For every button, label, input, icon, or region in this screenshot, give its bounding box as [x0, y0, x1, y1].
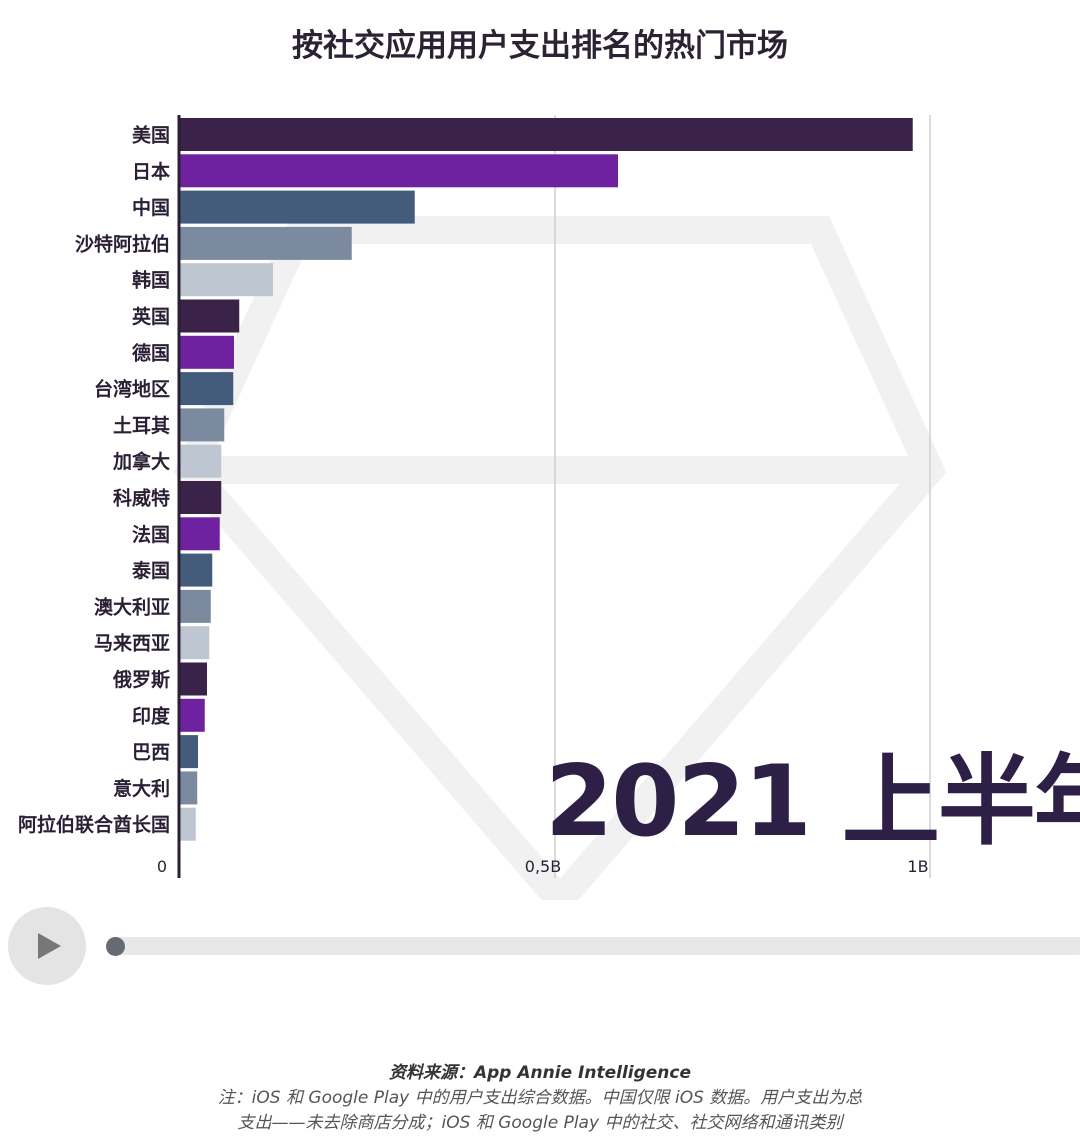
category-label: 巴西: [132, 742, 170, 764]
play-icon: [38, 933, 61, 959]
gridlines: [554, 115, 931, 878]
period-label: 2021 上半年: [545, 745, 1080, 859]
bar-chart: 美国日本中国沙特阿拉伯韩国英国德国台湾地区土耳其加拿大科威特法国泰国澳大利亚马来…: [18, 115, 947, 900]
timeline-slider-handle[interactable]: [106, 937, 125, 956]
bar: [180, 444, 222, 478]
bar: [180, 626, 210, 660]
bar: [180, 662, 207, 696]
bar: [180, 735, 198, 769]
category-label: 中国: [132, 196, 170, 219]
bar: [180, 517, 220, 551]
bars: [180, 118, 913, 841]
bar: [180, 372, 234, 406]
category-label: 德国: [132, 341, 170, 364]
bar: [180, 299, 240, 333]
bar: [180, 771, 198, 805]
note-line-1: 注：iOS 和 Google Play 中的用户支出综合数据。中国仅限 iOS …: [217, 1088, 863, 1108]
bar: [180, 589, 211, 623]
category-label: 沙特阿拉伯: [75, 232, 170, 255]
play-button[interactable]: [8, 907, 86, 985]
chart-title: 按社交应用用户支出排名的热门市场: [292, 28, 788, 64]
bar: [180, 263, 273, 297]
bar: [180, 698, 205, 732]
category-label: 科威特: [113, 487, 170, 510]
category-labels: 美国日本中国沙特阿拉伯韩国英国德国台湾地区土耳其加拿大科威特法国泰国澳大利亚马来…: [18, 124, 171, 837]
category-label: 美国: [132, 124, 170, 147]
category-label: 英国: [132, 305, 170, 328]
category-label: 俄罗斯: [112, 668, 170, 691]
bar: [180, 807, 196, 841]
category-label: 马来西亚: [94, 633, 170, 655]
category-label: 意大利: [113, 777, 170, 800]
bar: [180, 226, 352, 260]
bar: [180, 553, 213, 587]
category-label: 加拿大: [112, 450, 170, 473]
category-label: 泰国: [131, 559, 170, 582]
tick-labels: 0 0,5B 1B: [157, 857, 929, 876]
tick-label: 1B: [907, 857, 928, 876]
category-label: 澳大利亚: [94, 595, 170, 618]
tick-label: 0: [157, 857, 167, 876]
category-label: 印度: [132, 704, 171, 727]
note-line-2: 支出——未去除商店分成；iOS 和 Google Play 中的社交、社交网络和…: [237, 1113, 843, 1133]
category-label: 韩国: [132, 269, 170, 292]
bar: [180, 408, 225, 442]
tick-label: 0,5B: [525, 857, 561, 876]
bar: [180, 335, 234, 369]
category-label: 日本: [132, 160, 170, 183]
category-label: 阿拉伯联合酋长国: [18, 813, 170, 836]
timeline-slider[interactable]: [106, 937, 1080, 955]
category-label: 法国: [132, 523, 170, 546]
source-text: 资料来源：App Annie Intelligence: [388, 1063, 692, 1083]
bar: [180, 190, 415, 224]
category-label: 土耳其: [113, 415, 170, 437]
bar: [180, 118, 913, 151]
bar: [180, 154, 618, 188]
bar: [180, 481, 222, 514]
category-label: 台湾地区: [94, 378, 170, 401]
